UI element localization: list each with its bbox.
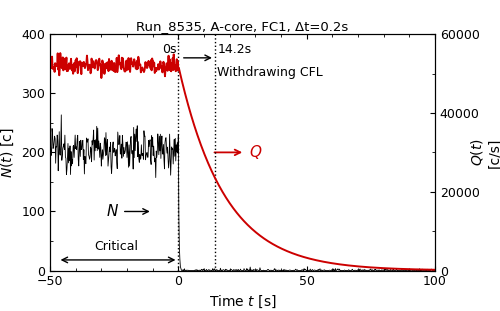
Y-axis label: $Q(t)$
[c/s]: $Q(t)$ [c/s]	[469, 137, 500, 168]
Text: $Q$: $Q$	[249, 143, 262, 161]
Text: 0s: 0s	[162, 43, 177, 56]
Text: $N$: $N$	[106, 203, 120, 220]
Text: Withdrawing CFL: Withdrawing CFL	[218, 66, 323, 79]
Title: Run_8535, A-core, FC1, Δt=0.2s: Run_8535, A-core, FC1, Δt=0.2s	[136, 20, 348, 33]
Text: 14.2s: 14.2s	[218, 43, 252, 56]
Text: Critical: Critical	[94, 240, 138, 253]
X-axis label: Time $t$ [s]: Time $t$ [s]	[208, 294, 276, 310]
Y-axis label: $N(t)$ [c]: $N(t)$ [c]	[0, 127, 16, 178]
